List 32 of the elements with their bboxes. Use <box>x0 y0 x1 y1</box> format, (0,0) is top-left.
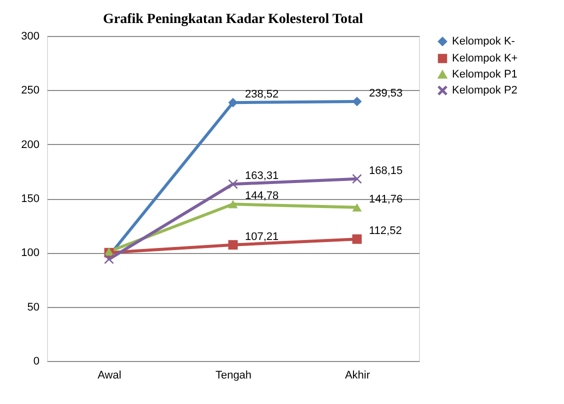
chart-title: Grafik Peningkatan Kadar Kolesterol Total <box>102 12 364 27</box>
data-label: 112,52 <box>369 225 402 238</box>
data-label: 239,53 <box>369 88 403 100</box>
x-tick-label: Tengah <box>215 370 252 382</box>
x-tick-label: Awal <box>98 370 122 382</box>
point <box>352 203 362 212</box>
point <box>352 174 362 184</box>
y-tick-label: 300 <box>21 30 40 42</box>
data-label: 107,21 <box>245 230 279 243</box>
y-tick-label: 0 <box>33 356 40 368</box>
y-tick-label: 100 <box>21 247 40 260</box>
y-tick-label: 150 <box>21 193 40 205</box>
legend-label: Kelompok K- <box>452 36 516 48</box>
data-label: 163,31 <box>245 170 279 182</box>
point <box>228 200 238 208</box>
point <box>228 240 238 250</box>
point <box>104 254 114 264</box>
point <box>352 96 362 106</box>
data-label: 168,15 <box>369 164 403 177</box>
data-label: 238,52 <box>245 88 279 101</box>
point <box>228 98 238 108</box>
y-tick-label: 250 <box>21 84 40 97</box>
x-tick-label: Akhir <box>344 370 370 382</box>
point <box>228 179 238 189</box>
legend-label: Kelompok P1 <box>452 68 518 80</box>
data-label: 144,78 <box>245 190 279 202</box>
y-tick-label: 50 <box>27 301 40 314</box>
point <box>352 234 362 244</box>
data-label: 141,76 <box>369 193 403 206</box>
y-tick-label: 200 <box>21 138 40 151</box>
legend-label: Kelompok K+ <box>452 52 518 64</box>
legend-label: Kelompok P2 <box>452 84 518 96</box>
